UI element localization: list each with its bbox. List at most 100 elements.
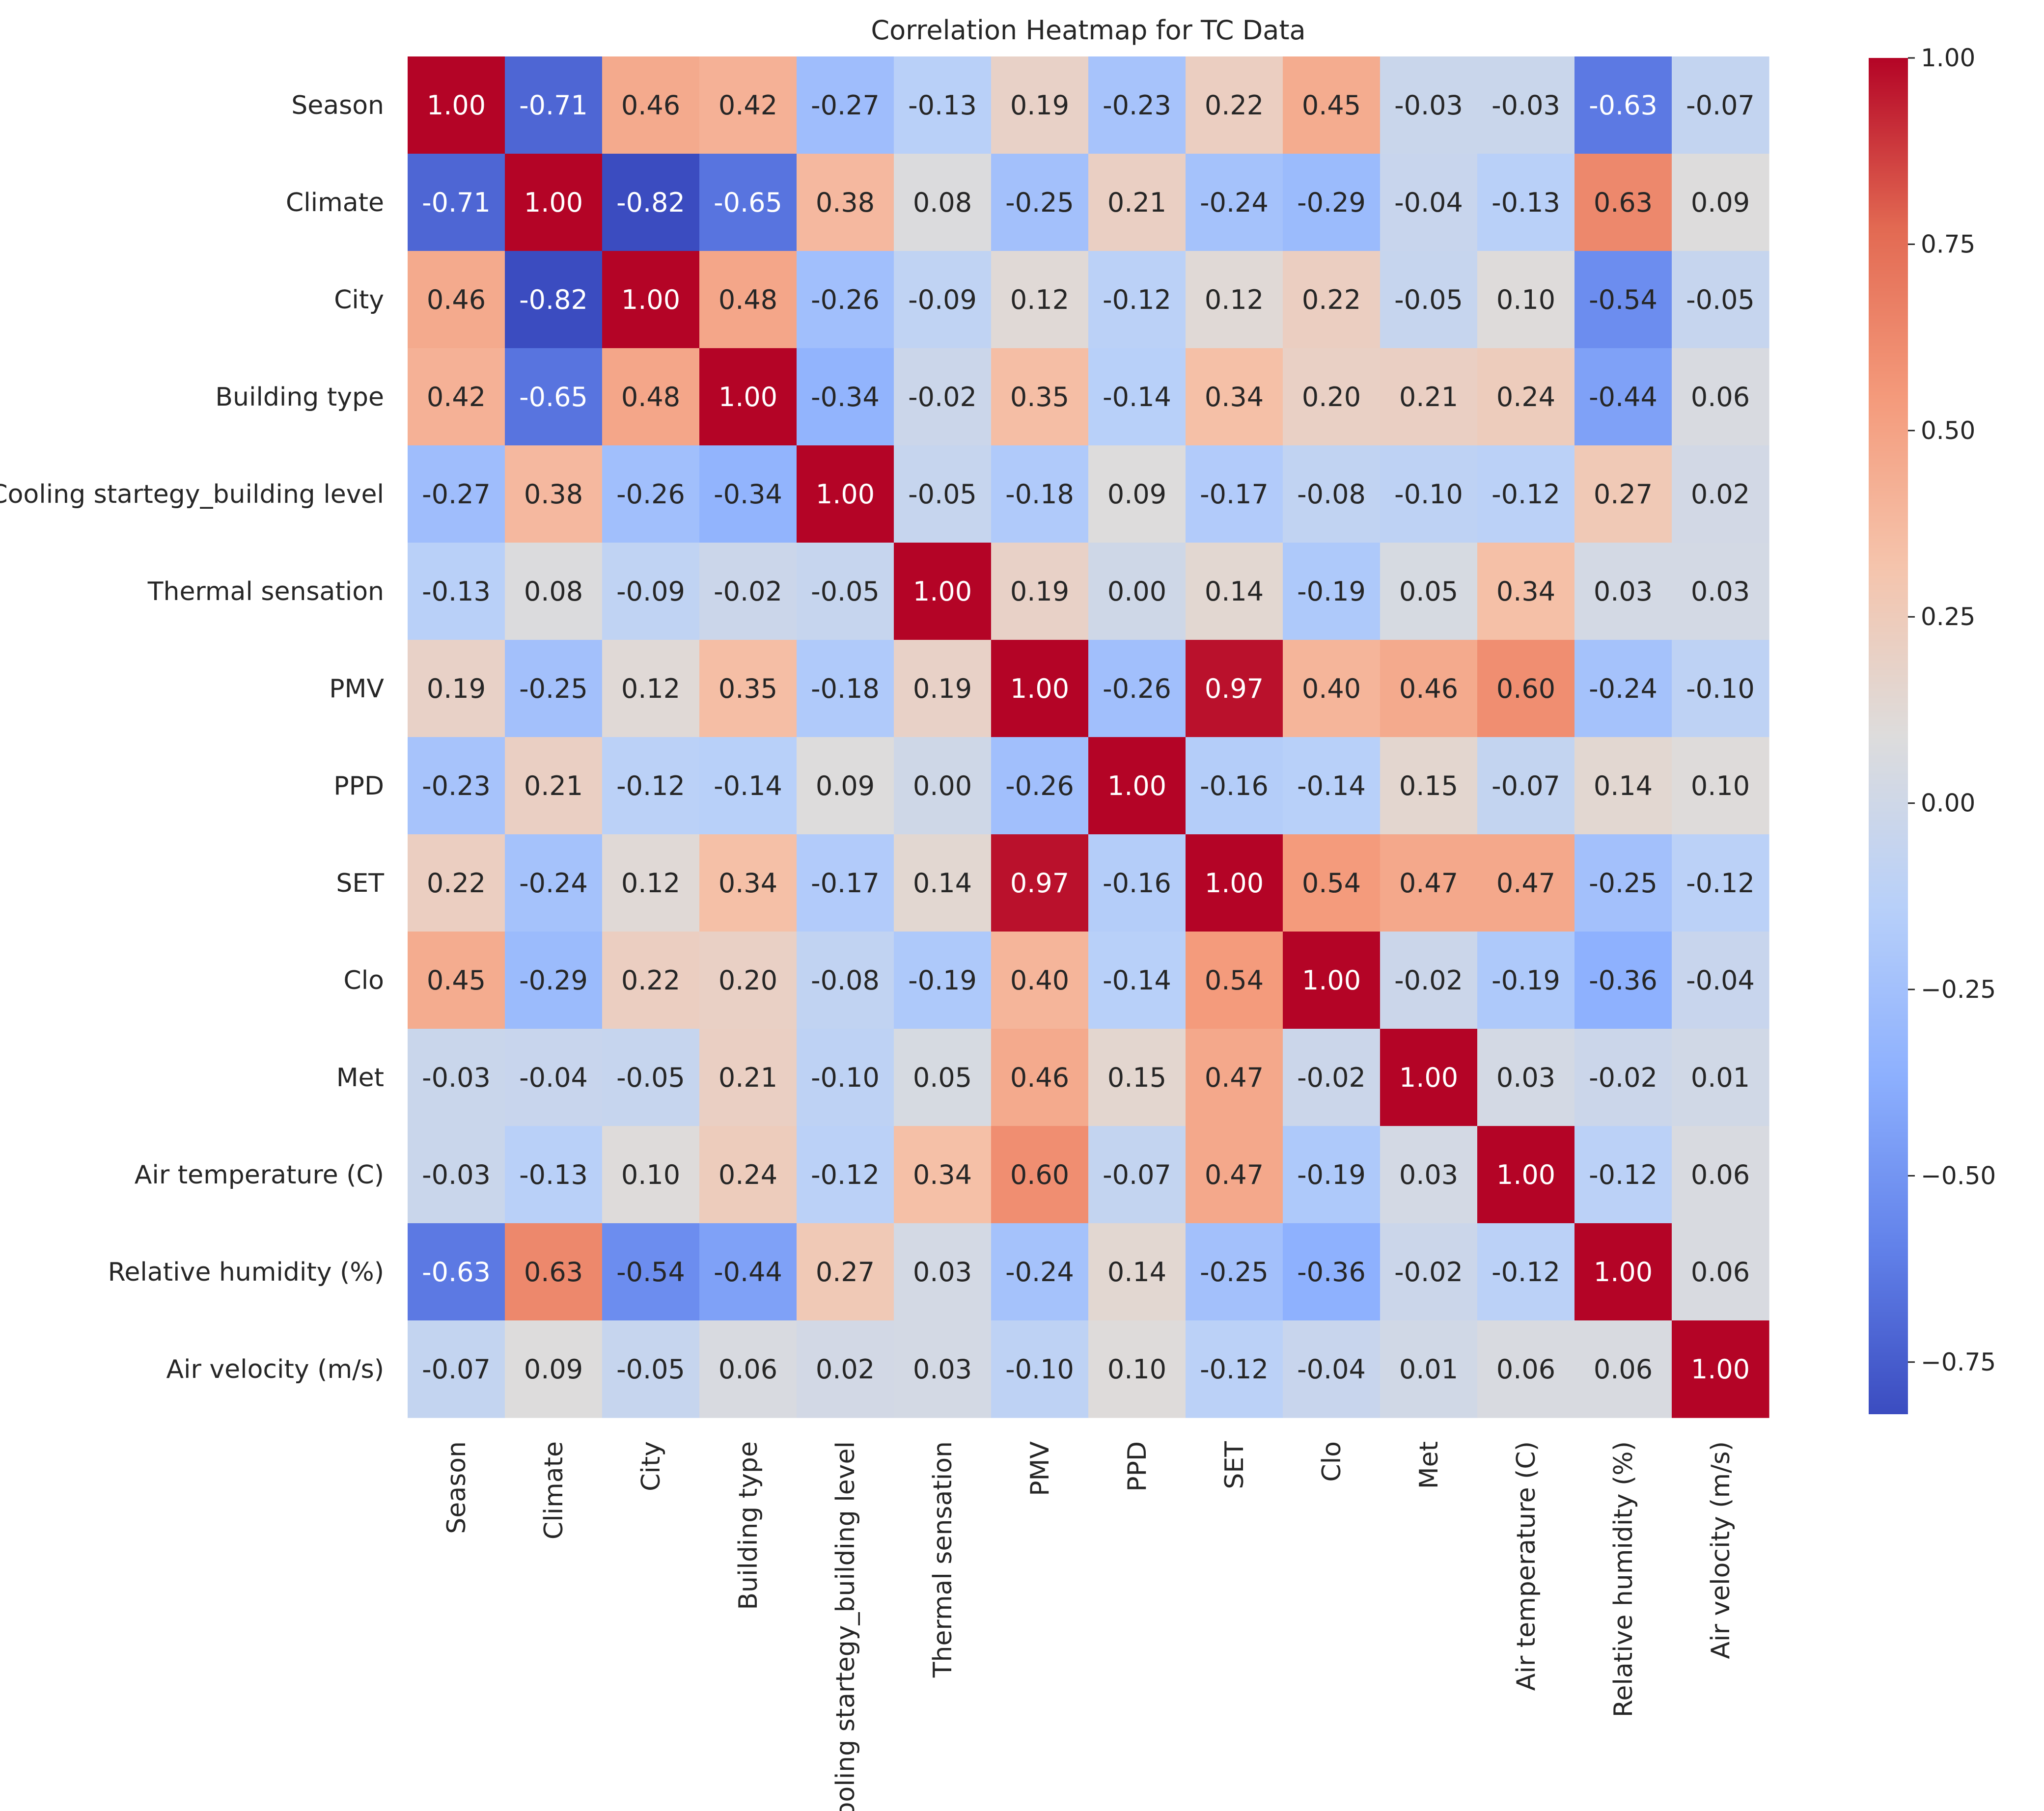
cell-value-label: -0.71 — [422, 187, 491, 218]
cell-value-label: -0.14 — [1297, 770, 1366, 801]
heatmap-cell — [1574, 445, 1672, 543]
heatmap-cell — [797, 834, 894, 932]
cell-value-label: -0.13 — [422, 576, 491, 607]
cell-value-label: 1.00 — [718, 382, 777, 412]
x-tick-label: Building type — [734, 1441, 763, 1610]
cell-value-label: -0.14 — [1103, 965, 1171, 996]
cell-value-label: -0.03 — [1394, 90, 1463, 121]
cell-value-label: 0.05 — [1399, 576, 1458, 607]
cell-value-label: -0.19 — [1492, 965, 1560, 996]
cell-value-label: -0.10 — [1005, 1354, 1074, 1385]
x-tick-label: Thermal sensation — [928, 1441, 958, 1678]
cell-value-label: 0.24 — [718, 1159, 777, 1190]
heatmap-cell — [1477, 932, 1575, 1029]
heatmap-cell — [1186, 640, 1283, 738]
x-axis-tick-labels: Season Climate City Building type Cooling st… — [442, 1441, 1736, 1811]
cell-value-label: 0.14 — [1594, 770, 1653, 801]
cell-value-label: -0.29 — [1297, 187, 1366, 218]
heatmap-cell — [1477, 834, 1575, 932]
heatmap-cell — [797, 1320, 894, 1418]
cell-value-label: 0.12 — [1205, 284, 1264, 315]
y-tick-label: Thermal sensation — [147, 577, 384, 606]
heatmap-cell — [1380, 543, 1478, 640]
heatmap-cell — [699, 56, 797, 154]
cell-value-label: -0.13 — [519, 1159, 588, 1190]
cell-value-label: -0.10 — [1394, 479, 1463, 510]
heatmap-cell — [699, 1126, 797, 1224]
cell-value-label: -0.24 — [519, 868, 588, 899]
heatmap-cell — [1477, 1320, 1575, 1418]
heatmap-cell — [1088, 932, 1186, 1029]
heatmap-cell — [894, 56, 992, 154]
cell-value-label: 0.12 — [621, 868, 680, 899]
cell-value-label: 0.42 — [427, 382, 486, 412]
heatmap-cell — [505, 834, 603, 932]
cell-value-label: 1.00 — [427, 90, 486, 121]
cell-value-label: 0.46 — [1010, 1062, 1069, 1093]
heatmap-cell — [991, 1320, 1089, 1418]
cell-value-label: -0.13 — [908, 90, 977, 121]
cell-value-label: 0.34 — [1496, 576, 1555, 607]
heatmap-cell — [602, 445, 700, 543]
heatmap-cell — [1380, 1029, 1478, 1126]
heatmap-cell — [602, 640, 700, 738]
cell-value-label: 0.10 — [1107, 1354, 1166, 1385]
cell-value-label: 0.22 — [427, 868, 486, 899]
cell-value-label: -0.25 — [1589, 868, 1657, 899]
heatmap-cell — [1672, 737, 1769, 835]
cell-value-label: -0.29 — [519, 965, 588, 996]
cell-value-label: -0.25 — [1005, 187, 1074, 218]
heatmap-cell — [1186, 543, 1283, 640]
cell-value-label: 0.15 — [1107, 1062, 1166, 1093]
cell-value-label: 0.24 — [1496, 382, 1555, 412]
heatmap-cell — [699, 640, 797, 738]
x-tick-label: Air velocity (m/s) — [1706, 1441, 1736, 1659]
heatmap-cell — [1186, 251, 1283, 349]
cell-value-label: 0.63 — [1594, 187, 1653, 218]
cell-value-label: -0.02 — [1589, 1062, 1657, 1093]
cell-value-label: 0.60 — [1496, 673, 1555, 704]
cell-value-label: -0.63 — [422, 1257, 491, 1288]
cell-value-label: 0.00 — [913, 770, 972, 801]
cell-value-label: -0.65 — [519, 382, 588, 412]
cell-value-label: -0.24 — [1589, 673, 1657, 704]
heatmap-cell — [1088, 543, 1186, 640]
cell-value-label: -0.07 — [422, 1354, 491, 1385]
heatmap-cell — [602, 1029, 700, 1126]
cell-value-label: -0.02 — [1297, 1062, 1366, 1093]
heatmap-cell — [408, 251, 505, 349]
cell-value-label: 0.20 — [718, 965, 777, 996]
heatmap-cell — [894, 251, 992, 349]
cell-value-label: -0.02 — [1394, 1257, 1463, 1288]
heatmap-cell — [894, 834, 992, 932]
heatmap-cell — [1477, 56, 1575, 154]
heatmap-cell — [699, 251, 797, 349]
cell-value-label: -0.02 — [714, 576, 782, 607]
cell-value-label: 0.48 — [621, 382, 680, 412]
heatmap-cell — [797, 932, 894, 1029]
heatmap-cell — [408, 640, 505, 738]
cell-value-label: 0.46 — [1399, 673, 1458, 704]
y-tick-label: Met — [336, 1063, 384, 1093]
heatmap-cell — [1088, 154, 1186, 251]
heatmap-cell — [797, 445, 894, 543]
cell-value-label: 0.54 — [1302, 868, 1361, 899]
y-tick-label: Climate — [286, 188, 384, 218]
heatmap-cell — [408, 56, 505, 154]
x-tick-label: City — [636, 1441, 666, 1491]
heatmap-cell — [602, 932, 700, 1029]
heatmap-cell — [1380, 1223, 1478, 1321]
heatmap-cell — [1088, 56, 1186, 154]
cell-value-label: 0.08 — [524, 576, 583, 607]
heatmap-cell — [1088, 1126, 1186, 1224]
heatmap-cell — [1088, 640, 1186, 738]
cell-value-label: 0.34 — [1205, 382, 1264, 412]
cell-value-label: -0.25 — [519, 673, 588, 704]
x-tick-label: Season — [442, 1441, 471, 1534]
heatmap-cell — [991, 154, 1089, 251]
heatmap-cell — [1186, 834, 1283, 932]
cell-value-label: 0.02 — [816, 1354, 875, 1385]
heatmap-cell — [1380, 1320, 1478, 1418]
cell-value-label: 0.38 — [816, 187, 875, 218]
cell-value-label: -0.08 — [811, 965, 880, 996]
